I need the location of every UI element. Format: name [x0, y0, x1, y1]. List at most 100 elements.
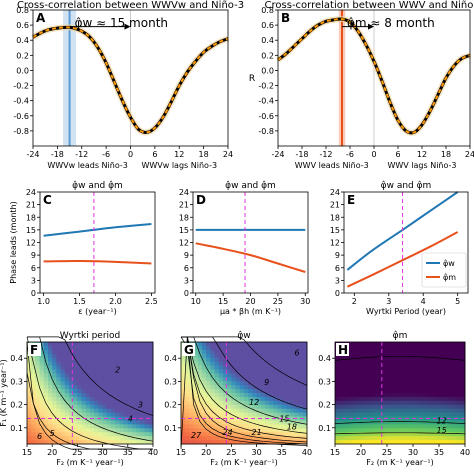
heat-cell — [111, 408, 116, 414]
heat-cell — [206, 412, 211, 417]
heat-cell — [298, 369, 304, 374]
heat-cell — [197, 400, 203, 406]
heat-cell — [260, 377, 266, 382]
heat-cell — [281, 385, 287, 390]
heat-cell — [434, 396, 440, 402]
heat-cell — [60, 353, 66, 359]
heat-cell — [256, 428, 262, 433]
heat-cell — [102, 357, 108, 363]
heat-cell — [43, 436, 49, 441]
heat-cell — [73, 349, 78, 355]
heat-cell — [123, 404, 129, 410]
heat-cell — [202, 365, 207, 370]
heat-cell — [181, 357, 186, 363]
heat-cell — [447, 373, 453, 378]
heat-cell — [35, 400, 40, 406]
heat-cell — [356, 345, 362, 351]
heat-cell — [286, 349, 291, 355]
axes-frame-H — [334, 341, 466, 445]
heat-cell — [352, 400, 358, 406]
heat-cell — [286, 404, 291, 410]
heat-cell — [447, 353, 453, 359]
heat-cell — [27, 396, 32, 402]
heat-cell — [460, 373, 466, 378]
y-tick-label-B: 0.2 — [261, 51, 274, 60]
heat-cell — [439, 440, 444, 445]
heat-cell — [281, 377, 287, 382]
panel-title-H: φ̂m — [393, 330, 408, 341]
heat-cell — [94, 416, 99, 421]
heat-cell — [382, 412, 388, 417]
heat-cell — [335, 420, 340, 425]
heat-cell — [339, 416, 345, 421]
heat-cell — [202, 432, 207, 437]
heat-cell — [193, 396, 199, 402]
heat-cell — [202, 420, 207, 425]
heat-cell — [231, 377, 236, 382]
heat-cell — [369, 373, 375, 378]
heat-cell — [387, 349, 392, 355]
heat-cell — [434, 345, 440, 351]
heat-cell — [348, 381, 353, 386]
heat-cell — [404, 357, 410, 363]
heat-cell — [290, 432, 295, 437]
heat-cell — [447, 428, 453, 433]
y-tick-label-A: -0.4 — [13, 97, 29, 106]
heat-cell — [352, 373, 358, 378]
heat-cell — [298, 361, 304, 366]
heat-cell — [239, 345, 245, 351]
heat-cell — [260, 428, 266, 433]
heat-cell — [400, 436, 405, 441]
heat-cell — [413, 385, 418, 390]
heat-cell — [132, 412, 137, 417]
correlation-dashed-A — [32, 26, 229, 134]
heat-cell — [69, 342, 74, 347]
heat-cell — [395, 353, 401, 359]
heat-cell — [456, 361, 462, 366]
heat-cell — [185, 428, 190, 433]
heat-cell — [294, 342, 299, 347]
heat-cell — [434, 416, 440, 421]
heat-cell — [218, 436, 224, 441]
heat-cell — [27, 400, 32, 406]
heat-cell — [115, 377, 120, 382]
heat-cell — [189, 373, 194, 378]
heat-cell — [298, 357, 304, 363]
heat-cell — [73, 389, 78, 394]
heat-cell — [56, 412, 61, 417]
heat-cell — [127, 361, 133, 366]
y-tick-label-B: -0.8 — [258, 127, 274, 136]
heat-cell — [197, 404, 203, 410]
x-tick-label-G: 35 — [277, 448, 287, 457]
heat-cell — [365, 420, 371, 425]
heat-cell — [85, 353, 91, 359]
heat-cell — [60, 396, 66, 402]
heat-cell — [81, 420, 87, 425]
xlabel-G: F₂ (m K⁻¹ year⁻¹) — [210, 458, 277, 467]
heat-cell — [426, 369, 431, 374]
x-tick-label-D: 20 — [245, 297, 255, 306]
heat-cell — [227, 365, 232, 370]
heat-cell — [127, 377, 133, 382]
heat-cell — [404, 424, 410, 429]
heat-cell — [356, 432, 362, 437]
contour-label-F: 5 — [50, 429, 55, 438]
heat-cell — [136, 404, 141, 410]
heat-cell — [277, 342, 283, 347]
heat-cell — [421, 400, 427, 406]
heat-cell — [395, 385, 401, 390]
heat-cell — [115, 393, 120, 398]
y-tick-label-F: 0.4 — [10, 354, 23, 363]
heat-cell — [286, 440, 291, 445]
heat-cell — [214, 396, 220, 402]
heat-cell — [202, 389, 207, 394]
heat-cell — [456, 416, 462, 421]
panel-label-bg-E — [345, 193, 358, 206]
heat-cell — [69, 345, 74, 351]
heat-cell — [210, 385, 215, 390]
heat-cell — [382, 385, 388, 390]
heat-cell — [119, 400, 124, 406]
heat-cell — [106, 396, 112, 402]
heat-cell — [400, 408, 405, 414]
heat-cell — [39, 424, 45, 429]
